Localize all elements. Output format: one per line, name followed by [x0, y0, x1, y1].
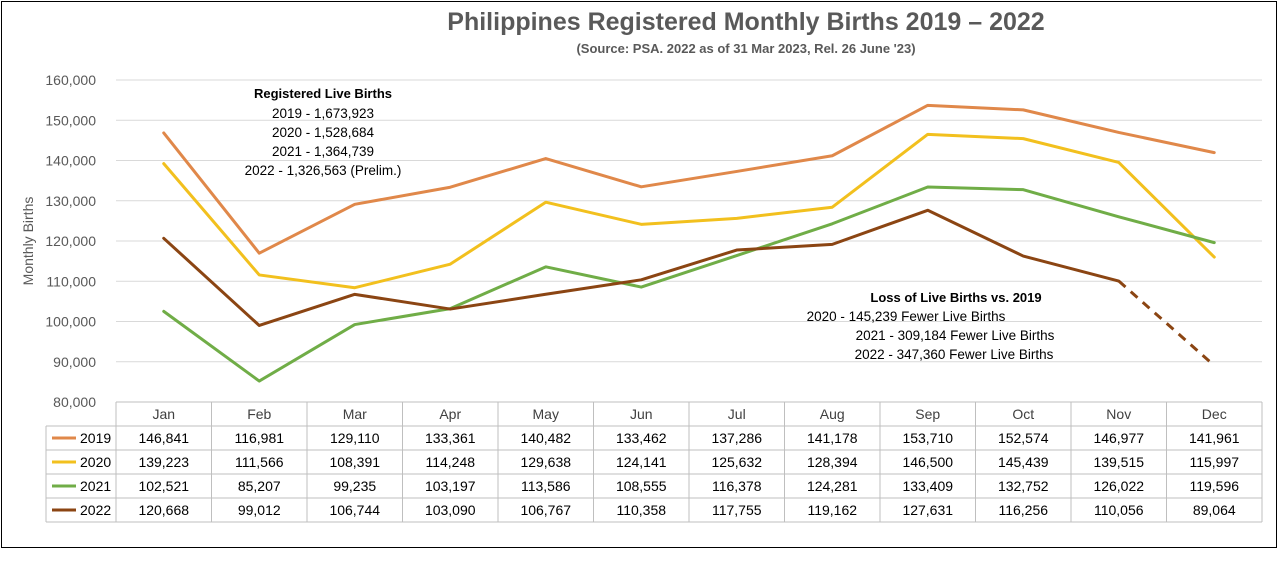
loss-line: 2020 - 145,239 Fewer Live Births — [807, 309, 1006, 324]
legend-label: 2021 — [80, 478, 111, 494]
table-cell-value: 129,110 — [330, 430, 380, 446]
y-tick-label: 90,000 — [53, 354, 96, 370]
data-table: Jan Feb Mar Apr May Jun Jul Aug Sep Oct Nov Dec 2019… — [45, 401, 1263, 523]
table-cell-value: 125,632 — [711, 454, 762, 470]
table-cell-value: 110,358 — [616, 502, 666, 518]
table-cell-value: 124,141 — [616, 454, 667, 470]
y-tick-label: 120,000 — [45, 233, 96, 249]
table-cell-value: 128,394 — [807, 454, 858, 470]
y-tick-label: 130,000 — [45, 193, 96, 209]
x-category-label: Jul — [728, 406, 746, 422]
series-line-2022-projected — [1117, 279, 1216, 367]
registered-births-line: 2021 - 1,364,739 — [272, 144, 374, 159]
table-cell-value: 116,981 — [234, 430, 284, 446]
table-cell-value: 120,668 — [138, 502, 189, 518]
x-category-label: Sep — [915, 406, 940, 422]
table-cell-value: 99,235 — [333, 478, 376, 494]
table-cell-value: 146,841 — [138, 430, 189, 446]
x-category-label: Dec — [1202, 406, 1227, 422]
table-cell-value: 106,767 — [520, 502, 571, 518]
table-cell-value: 99,012 — [238, 502, 281, 518]
table-cell-value: 146,500 — [902, 454, 953, 470]
x-category-label: Oct — [1012, 406, 1034, 422]
table-cell-value: 141,178 — [807, 430, 858, 446]
table-cell-value: 133,462 — [616, 430, 667, 446]
table-cell-value: 85,207 — [238, 478, 281, 494]
x-category-label: Jun — [630, 406, 653, 422]
table-cell-value: 113,586 — [521, 478, 571, 494]
table-cell-value: 133,409 — [902, 478, 953, 494]
chart-title: Philippines Registered Monthly Births 20… — [447, 8, 1044, 36]
table-cell-value: 114,248 — [425, 454, 475, 470]
y-tick-label: 160,000 — [45, 72, 96, 88]
series-line-2021 — [162, 185, 1216, 383]
table-cell-value: 102,521 — [138, 478, 189, 494]
y-axis-ticks: 80,000 90,000 100,000 110,000 120,000 130,000… — [45, 72, 96, 410]
y-tick-label: 100,000 — [45, 314, 96, 330]
series-lines — [162, 103, 1216, 383]
table-cell-value: 139,515 — [1093, 454, 1144, 470]
chart-subtitle: (Source: PSA. 2022 as of 31 Mar 2023, Re… — [576, 41, 915, 56]
x-category-label: Jan — [152, 406, 175, 422]
y-tick-label: 140,000 — [45, 153, 96, 169]
x-category-label: Feb — [247, 406, 271, 422]
registered-births-heading: Registered Live Births — [254, 86, 392, 101]
table-cell-value: 141,961 — [1189, 430, 1240, 446]
loss-annotation: Loss of Live Births vs. 2019 2020 - 145,… — [807, 290, 1055, 362]
y-tick-label: 80,000 — [53, 394, 96, 410]
table-cell-value: 152,574 — [998, 430, 1049, 446]
table-cell-value: 111,566 — [235, 454, 284, 470]
table-cell-value: 110,056 — [1094, 502, 1144, 518]
y-tick-label: 150,000 — [45, 112, 96, 128]
table-cell-value: 108,391 — [329, 454, 380, 470]
x-category-label: Nov — [1106, 406, 1131, 422]
loss-line: 2021 - 309,184 Fewer Live Births — [856, 328, 1055, 343]
x-category-label: May — [533, 406, 559, 422]
series-line-2020 — [162, 132, 1216, 290]
series-line-2022 — [162, 208, 1121, 327]
registered-births-line: 2020 - 1,528,684 — [272, 125, 375, 140]
table-cell-value: 119,596 — [1189, 478, 1239, 494]
legend-label: 2019 — [80, 430, 111, 446]
x-category-label: Aug — [820, 406, 845, 422]
y-axis-label: Monthly Births — [20, 197, 36, 286]
loss-heading: Loss of Live Births vs. 2019 — [870, 290, 1041, 305]
registered-births-line: 2019 - 1,673,923 — [272, 106, 374, 121]
table-cell-value: 124,281 — [807, 478, 858, 494]
table-cell-value: 89,064 — [1193, 502, 1236, 518]
table-cell-value: 132,752 — [998, 478, 1049, 494]
x-category-label: Apr — [439, 406, 461, 422]
table-cell-value: 145,439 — [998, 454, 1049, 470]
registered-births-line: 2022 - 1,326,563 (Prelim.) — [245, 163, 402, 178]
legend-label: 2020 — [80, 454, 111, 470]
table-cell-value: 116,378 — [712, 478, 762, 494]
table-cell-value: 108,555 — [616, 478, 667, 494]
table-cell-value: 139,223 — [138, 454, 189, 470]
table-cell-value: 126,022 — [1093, 478, 1144, 494]
loss-line: 2022 - 347,360 Fewer Live Births — [855, 347, 1054, 362]
table-cell-value: 119,162 — [807, 502, 857, 518]
table-cell-value: 146,977 — [1093, 430, 1144, 446]
table-cell-value: 106,744 — [329, 502, 380, 518]
table-cell-value: 133,361 — [425, 430, 476, 446]
table-cell-value: 127,631 — [902, 502, 953, 518]
chart-frame — [1, 1, 1277, 548]
series-line-2019 — [162, 103, 1216, 255]
table-cell-value: 117,755 — [712, 502, 762, 518]
table-cell-value: 103,197 — [425, 478, 476, 494]
table-cell-value: 115,997 — [1189, 454, 1239, 470]
y-tick-label: 110,000 — [46, 273, 96, 289]
table-cell-value: 129,638 — [520, 454, 571, 470]
table-cell-value: 153,710 — [902, 430, 953, 446]
table-cell-value: 103,090 — [425, 502, 476, 518]
registered-births-annotation: Registered Live Births 2019 - 1,673,923 … — [245, 86, 402, 178]
x-category-label: Mar — [343, 406, 367, 422]
table-cell-value: 140,482 — [520, 430, 571, 446]
legend-label: 2022 — [80, 502, 111, 518]
table-cell-value: 137,286 — [711, 430, 762, 446]
table-cell-value: 116,256 — [998, 502, 1048, 518]
